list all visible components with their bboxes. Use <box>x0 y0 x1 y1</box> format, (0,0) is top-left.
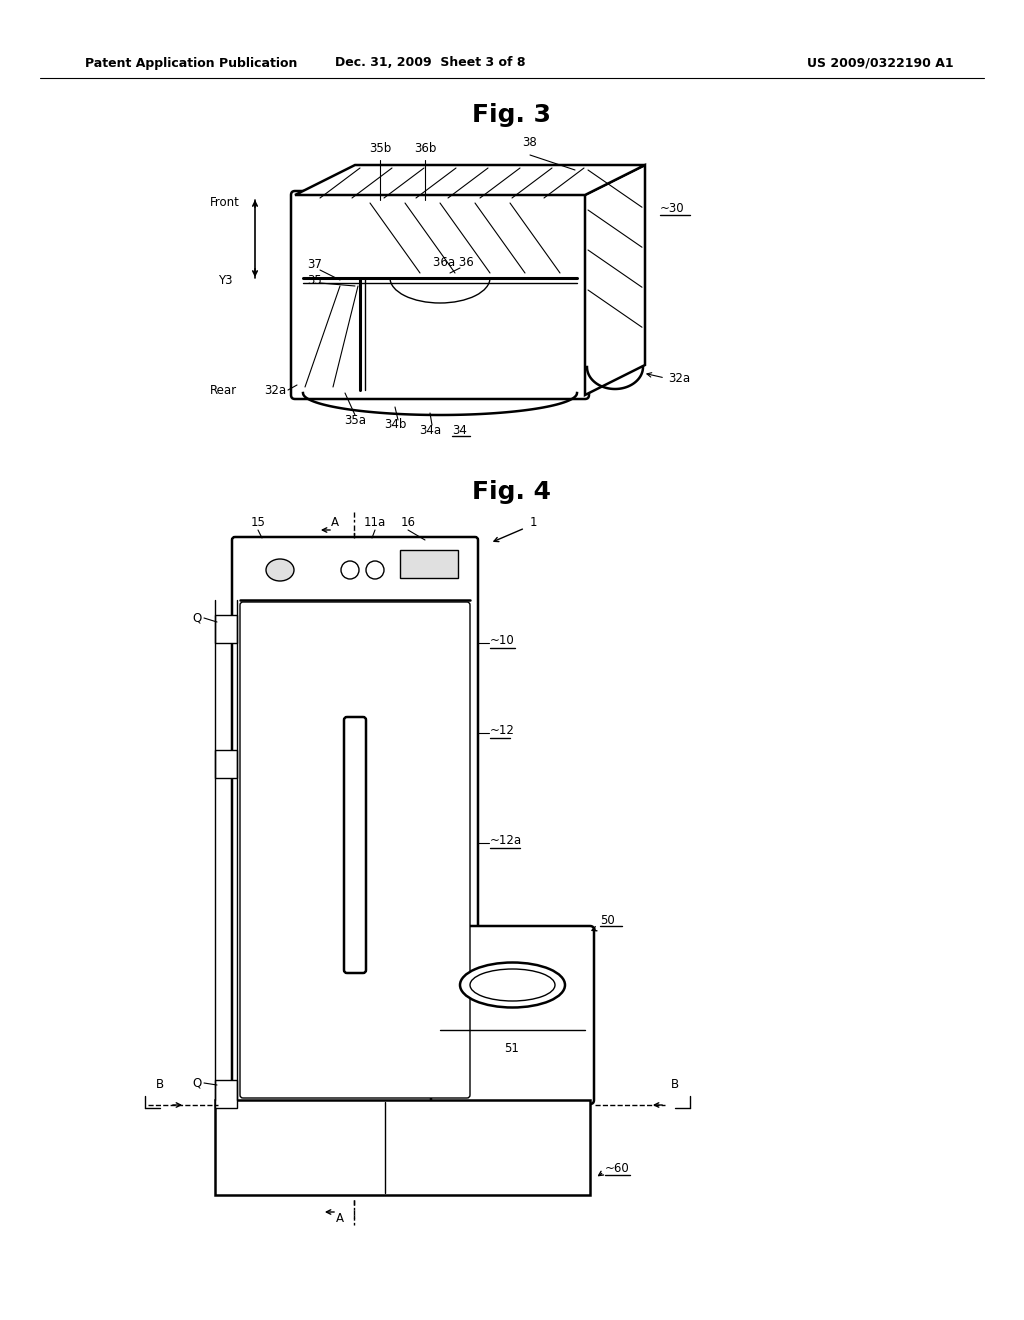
Polygon shape <box>295 165 645 195</box>
Text: 35b: 35b <box>369 141 391 154</box>
Text: ~10: ~10 <box>490 634 515 647</box>
Text: B: B <box>156 1078 164 1092</box>
Bar <box>215 1100 590 1195</box>
Text: Front: Front <box>210 197 240 210</box>
Text: Rear: Rear <box>210 384 237 396</box>
Text: 38: 38 <box>522 136 538 149</box>
Text: 15: 15 <box>251 516 265 528</box>
FancyBboxPatch shape <box>240 602 470 1098</box>
FancyBboxPatch shape <box>431 927 594 1104</box>
Text: 36b: 36b <box>414 141 436 154</box>
Text: 34b: 34b <box>384 418 407 432</box>
FancyBboxPatch shape <box>291 191 589 399</box>
Bar <box>215 1080 237 1107</box>
Ellipse shape <box>470 969 555 1001</box>
Text: ~30: ~30 <box>660 202 685 214</box>
Text: Patent Application Publication: Patent Application Publication <box>85 57 297 70</box>
Text: Q: Q <box>193 1077 202 1089</box>
Text: A: A <box>331 516 339 529</box>
Text: 16: 16 <box>400 516 416 528</box>
Bar <box>400 550 458 578</box>
Text: 51: 51 <box>505 1041 519 1055</box>
Text: Q: Q <box>193 611 202 624</box>
Ellipse shape <box>266 558 294 581</box>
Text: 36a 36: 36a 36 <box>432 256 473 268</box>
Text: Fig. 4: Fig. 4 <box>472 480 552 504</box>
Circle shape <box>341 561 359 579</box>
FancyBboxPatch shape <box>344 717 366 973</box>
Text: 32a: 32a <box>264 384 286 396</box>
Text: Dec. 31, 2009  Sheet 3 of 8: Dec. 31, 2009 Sheet 3 of 8 <box>335 57 525 70</box>
Text: 50: 50 <box>600 913 614 927</box>
Circle shape <box>366 561 384 579</box>
Text: Y3: Y3 <box>218 275 233 288</box>
Polygon shape <box>585 165 645 395</box>
Text: 37: 37 <box>307 259 322 272</box>
Text: ~60: ~60 <box>605 1162 630 1175</box>
Text: Fig. 3: Fig. 3 <box>472 103 552 127</box>
Bar <box>215 615 237 643</box>
Text: 35: 35 <box>307 273 322 286</box>
Text: US 2009/0322190 A1: US 2009/0322190 A1 <box>807 57 953 70</box>
Ellipse shape <box>460 962 565 1007</box>
Text: 34: 34 <box>453 424 467 437</box>
Text: 32a: 32a <box>668 371 690 384</box>
Text: ~12: ~12 <box>490 723 515 737</box>
Text: B: B <box>671 1078 679 1092</box>
FancyBboxPatch shape <box>232 537 478 1104</box>
Text: ~12a: ~12a <box>490 833 522 846</box>
Text: 34a: 34a <box>419 424 441 437</box>
Text: 1: 1 <box>530 516 538 528</box>
Text: 35a: 35a <box>344 413 366 426</box>
Text: A: A <box>336 1212 344 1225</box>
Text: 11a: 11a <box>364 516 386 528</box>
Bar <box>215 750 237 777</box>
